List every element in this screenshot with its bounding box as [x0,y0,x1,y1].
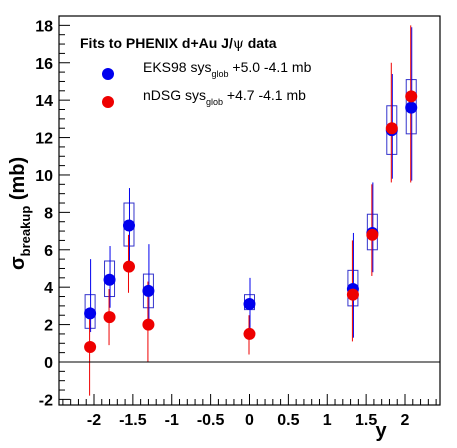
y-tick-label: -2 [39,392,53,409]
tick-labels-layer: -2 0 2 4 6 8 10 12 14 16 18 -2 -1.5 -1 -0.5 0 0.5 1 1.5 2 [35,18,409,429]
y-tick-label: 14 [35,93,53,110]
legend-ndsg-part-3: +4.7 -4.1 mb [223,87,306,103]
y-tick-label: 12 [35,131,53,148]
data-point-eks98 [405,101,418,114]
legend-entry-eks98: EKS98 sysglob +5.0 -4.1 mb [143,59,312,79]
data-point-ndsg [103,311,116,324]
legend-title-psi: ψ [233,36,244,52]
y-tick-label: 4 [44,280,53,297]
data-point-ndsg [405,90,418,103]
data-point-ndsg [346,288,359,301]
y-tick-label: 18 [35,18,53,35]
y-axis-label-sub: breakup [18,206,33,257]
data-point-ndsg [84,341,97,354]
y-tick-label: 16 [35,56,53,73]
y-tick-label: 10 [35,168,53,185]
x-tick-label: -0.5 [197,412,225,429]
y-tick-label: 2 [44,318,53,335]
legend-eks98-part-1: EKS98 sys [143,59,211,75]
legend-entry-ndsg: nDSG sysglob +4.7 -4.1 mb [143,87,306,107]
legend-title: Fits to PHENIX d+Au J/ψ data [80,35,277,52]
y-axis-label: σbreakup (mb) [7,157,33,270]
y-axis-label-main: σ [7,256,29,270]
x-tick-label: 0 [245,412,254,429]
data-point-eks98 [84,307,97,320]
ticks-layer [59,15,437,405]
markers-layer [84,90,418,354]
data-point-ndsg [142,318,155,331]
x-tick-label: -2 [87,412,101,429]
y-tick-label: 6 [44,243,53,260]
x-tick-label: 1 [323,412,332,429]
x-tick-label: -1.5 [119,412,147,429]
x-tick-label: 1.5 [355,412,377,429]
legend-marker-ndsg [102,96,114,108]
data-point-ndsg [385,122,398,135]
legend-title-part-1: Fits to PHENIX d+Au J/ [80,35,233,51]
data-point-eks98 [142,284,155,297]
data-point-eks98 [243,298,256,311]
data-point-ndsg [122,260,135,273]
legend-marker-eks98 [102,68,114,80]
x-tick-label: 2 [401,412,410,429]
x-tick-label: -1 [165,412,179,429]
x-tick-label: 0.5 [277,412,299,429]
legend-title-part-3: data [244,35,277,51]
y-tick-label: 0 [44,355,53,372]
x-axis-label: y [375,420,387,442]
data-point-eks98 [103,273,116,286]
data-point-ndsg [366,228,379,241]
legend-eks98-part-3: +5.0 -4.1 mb [229,59,312,75]
legend-eks98-sub: glob [211,69,228,79]
data-point-eks98 [122,219,135,232]
data-point-ndsg [243,327,256,340]
legend-ndsg-part-1: nDSG sys [143,87,206,103]
legend-ndsg-sub: glob [206,97,223,107]
y-tick-label: 8 [44,205,53,222]
y-axis-label-unit: (mb) [7,157,29,206]
